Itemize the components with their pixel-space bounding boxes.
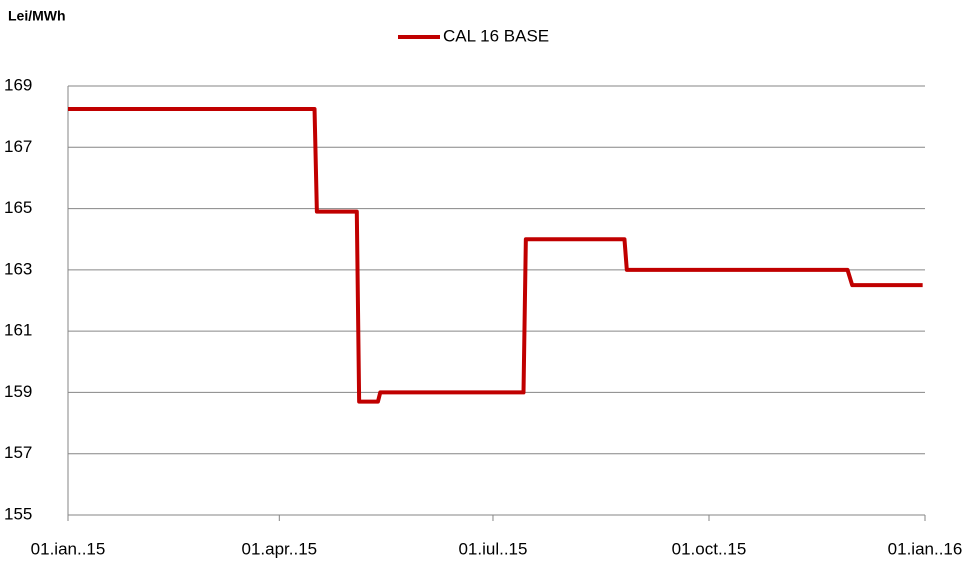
y-tick-label: 167: [4, 137, 32, 156]
y-axis-label: Lei/MWh: [8, 8, 66, 24]
x-tick-label: 01.ian..16: [888, 539, 963, 558]
y-tick-label: 169: [4, 75, 32, 94]
y-tick-label: 159: [4, 382, 32, 401]
x-tick-label: 01.ian..15: [31, 539, 106, 558]
x-tick-label: 01.iul..15: [458, 539, 527, 558]
series-line: [68, 106, 923, 404]
x-tick-label: 01.oct..15: [672, 539, 747, 558]
x-tick-label: 01.apr..15: [242, 539, 318, 558]
y-tick-label: 157: [4, 443, 32, 462]
y-tick-label: 165: [4, 198, 32, 217]
y-tick-label: 161: [4, 321, 32, 340]
y-tick-label: 155: [4, 504, 32, 523]
y-tick-label: 163: [4, 259, 32, 278]
legend-label: CAL 16 BASE: [443, 26, 549, 45]
